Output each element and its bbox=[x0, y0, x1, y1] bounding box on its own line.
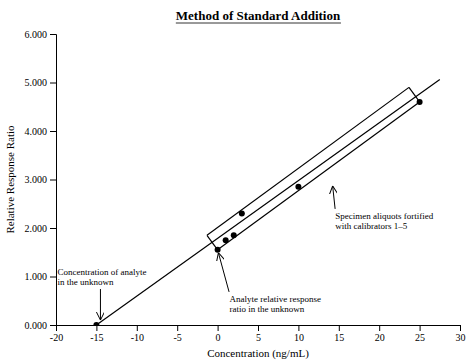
y-tick-mark bbox=[50, 131, 56, 132]
x-tick-label: 25 bbox=[415, 332, 425, 343]
x-tick: 25 bbox=[415, 325, 425, 343]
y-tick-label: 4.000 bbox=[25, 126, 48, 137]
y-tick-mark bbox=[50, 277, 56, 278]
plot: -20 -15 -10 -5 0 5 10 15 20 25 30 0.000 1.000 2.000 3.… bbox=[25, 29, 466, 343]
annotation-line: Concentration of analyte bbox=[57, 267, 146, 277]
x-tick-mark bbox=[420, 325, 421, 331]
y-tick-mark bbox=[50, 180, 56, 181]
y-tick: 2.000 bbox=[25, 223, 57, 234]
chart-svg: -20 -15 -10 -5 0 5 10 15 20 25 30 0.000 1.000 2.000 3.… bbox=[0, 0, 474, 363]
annotation-arrow bbox=[333, 186, 335, 209]
x-tick-label: -15 bbox=[90, 332, 103, 343]
y-tick-label: 1.000 bbox=[25, 271, 48, 282]
y-tick-mark bbox=[50, 228, 56, 229]
x-tick-mark bbox=[218, 325, 219, 331]
y-axis: 0.000 1.000 2.000 3.000 4.000 5.000 6.000 bbox=[25, 29, 57, 331]
x-tick-label: 10 bbox=[294, 332, 304, 343]
annotation-line: Analyte relative response bbox=[230, 294, 321, 304]
x-tick: 0 bbox=[216, 325, 221, 343]
x-tick-label: 20 bbox=[375, 332, 385, 343]
annotation-line: ratio in the unknown bbox=[230, 304, 305, 314]
annotation-arrow bbox=[218, 253, 229, 292]
annotation-line: with calibrators 1–5 bbox=[335, 221, 407, 231]
bracket-cap bbox=[207, 235, 218, 250]
x-tick-mark bbox=[379, 325, 380, 331]
y-tick: 4.000 bbox=[25, 126, 57, 137]
y-tick: 0.000 bbox=[25, 320, 57, 331]
x-tick-mark bbox=[339, 325, 340, 331]
title: Method of Standard Addition bbox=[176, 8, 341, 23]
x-tick-label: 30 bbox=[456, 332, 466, 343]
x-tick: 10 bbox=[294, 325, 304, 343]
regression-line bbox=[96, 80, 439, 325]
annotation-line: in the unknown bbox=[57, 277, 113, 287]
x-tick-mark bbox=[460, 325, 461, 331]
x-tick: -10 bbox=[131, 325, 144, 343]
annotation: Specimen aliquots fortifiedwith calibrat… bbox=[335, 211, 433, 231]
x-tick-label: 15 bbox=[334, 332, 344, 343]
y-tick-label: 6.000 bbox=[25, 29, 48, 40]
x-tick: 5 bbox=[256, 325, 261, 343]
data-point bbox=[93, 322, 99, 325]
x-tick: 20 bbox=[375, 325, 385, 343]
x-tick-mark bbox=[177, 325, 178, 331]
x-tick-label: -10 bbox=[131, 332, 144, 343]
x-tick-label: 5 bbox=[256, 332, 261, 343]
y-tick-mark bbox=[50, 325, 56, 326]
bracket-rail bbox=[218, 102, 420, 250]
title-underline bbox=[176, 23, 341, 24]
x-tick: -20 bbox=[50, 325, 63, 343]
x-tick-mark bbox=[258, 325, 259, 331]
x-tick: -15 bbox=[90, 325, 103, 343]
y-tick-label: 0.000 bbox=[25, 320, 48, 331]
x-axis: -20 -15 -10 -5 0 5 10 15 20 25 30 bbox=[50, 325, 466, 343]
y-tick: 5.000 bbox=[25, 77, 57, 88]
x-tick-label: 0 bbox=[216, 332, 221, 343]
x-tick-label: -5 bbox=[174, 332, 182, 343]
y-tick-label: 5.000 bbox=[25, 77, 48, 88]
marks bbox=[93, 80, 439, 325]
x-axis-title: Concentration (ng/mL) bbox=[207, 347, 309, 360]
y-tick: 1.000 bbox=[25, 271, 57, 282]
y-tick: 3.000 bbox=[25, 174, 57, 185]
x-tick: 15 bbox=[334, 325, 344, 343]
y-axis-title: Relative Response Ratio bbox=[4, 125, 16, 234]
annotation-line: Specimen aliquots fortified bbox=[335, 211, 433, 221]
x-tick-label: -20 bbox=[50, 332, 63, 343]
annotation-arrow bbox=[100, 289, 101, 320]
y-tick-label: 2.000 bbox=[25, 223, 48, 234]
x-tick: 30 bbox=[456, 325, 466, 343]
bracket-cap bbox=[409, 87, 420, 102]
x-tick: -5 bbox=[174, 325, 182, 343]
x-tick-mark bbox=[298, 325, 299, 331]
chart-container: -20 -15 -10 -5 0 5 10 15 20 25 30 0.000 1.000 2.000 3.… bbox=[0, 0, 474, 363]
y-tick-mark bbox=[50, 83, 56, 84]
y-tick-mark bbox=[50, 34, 56, 35]
y-tick-label: 3.000 bbox=[25, 174, 48, 185]
annotation: Analyte relative responseratio in the un… bbox=[230, 294, 321, 314]
y-tick: 6.000 bbox=[25, 29, 57, 40]
x-axis-line bbox=[57, 326, 461, 332]
x-tick-mark bbox=[96, 325, 97, 331]
y-axis-line bbox=[50, 35, 57, 326]
annotation: Concentration of analytein the unknown bbox=[57, 267, 146, 287]
x-tick-mark bbox=[137, 325, 138, 331]
